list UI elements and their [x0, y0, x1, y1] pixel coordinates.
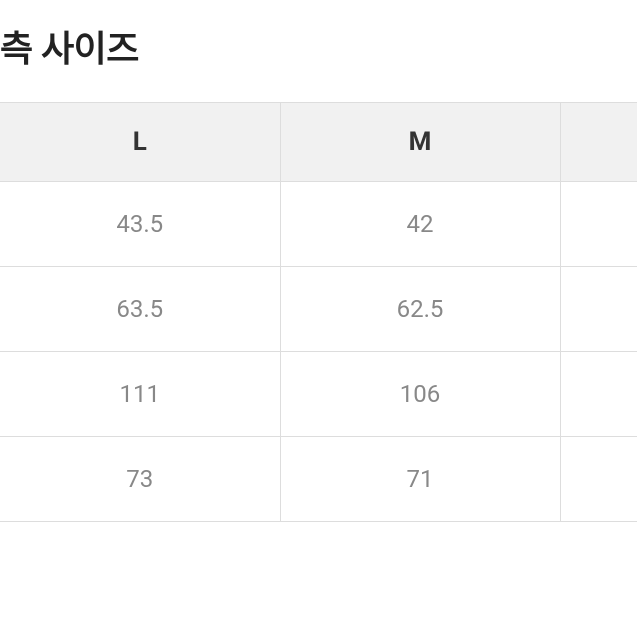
table-row: 43.5 42: [0, 182, 637, 267]
table-cell: [560, 182, 637, 267]
table-header-cell: M: [280, 103, 560, 182]
table-cell: 71: [280, 437, 560, 522]
table-cell: 63.5: [0, 267, 280, 352]
table-header-row: L M: [0, 103, 637, 182]
table-header-cell: L: [0, 103, 280, 182]
table-cell: 111: [0, 352, 280, 437]
table-cell: 43.5: [0, 182, 280, 267]
table-cell: [560, 437, 637, 522]
size-table: L M 43.5 42 63.5 62.5 111 106 73 71: [0, 102, 637, 522]
table-row: 73 71: [0, 437, 637, 522]
table-cell: [560, 267, 637, 352]
table-header-cell: [560, 103, 637, 182]
table-cell: 73: [0, 437, 280, 522]
table-row: 63.5 62.5: [0, 267, 637, 352]
table-cell: 106: [280, 352, 560, 437]
table-row: 111 106: [0, 352, 637, 437]
table-cell: 62.5: [280, 267, 560, 352]
table-cell: 42: [280, 182, 560, 267]
page-title: 측 사이즈: [0, 0, 637, 102]
table-cell: [560, 352, 637, 437]
